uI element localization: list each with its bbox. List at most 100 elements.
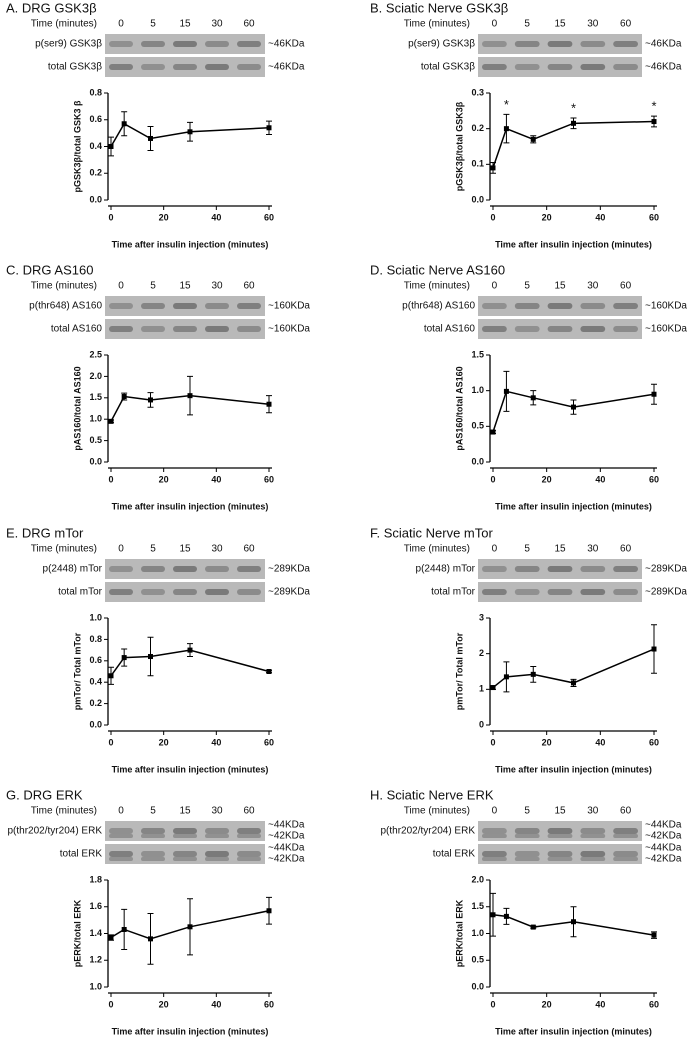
y-tick-label: 0.0 (89, 456, 102, 466)
lane-label: 60 (620, 544, 632, 555)
y-tick-label: 2 (479, 648, 484, 658)
panel-title: F. Sciatic Nerve mTor (370, 525, 493, 540)
blot-size-label: ~44KDa (645, 843, 682, 854)
blot-size-label: ~42KDa (268, 831, 305, 842)
lane-label: 60 (243, 544, 255, 555)
blot-row-label: total AS160 (424, 324, 476, 335)
x-tick-label: 60 (264, 474, 274, 484)
x-tick-label: 0 (108, 212, 113, 222)
data-point (571, 680, 576, 686)
y-tick-label: 2.5 (89, 349, 102, 359)
panel: G. DRG ERK Time (minutes) 0 5 15 30 60 p(thr202… (6, 787, 305, 1036)
panel-title: C. DRG AS160 (6, 262, 93, 277)
blot-band (237, 326, 261, 332)
blot-band (109, 828, 133, 834)
blot-band (141, 834, 165, 838)
x-tick-label: 20 (159, 474, 169, 484)
lane-label: 30 (211, 544, 223, 555)
blot-band (482, 303, 507, 309)
blot-band (547, 828, 573, 834)
y-tick-label: 0.0 (89, 194, 102, 204)
lane-label: 0 (118, 806, 124, 817)
blot-size-label: ~289KDa (268, 587, 310, 598)
x-tick-label: 60 (649, 999, 659, 1009)
data-point (266, 125, 272, 131)
x-tick-label: 0 (490, 212, 495, 222)
lane-label: 5 (524, 544, 530, 555)
blot-size-label: ~44KDa (268, 843, 305, 854)
blot-row-label: total mTor (58, 587, 103, 598)
y-tick-label: 0 (479, 719, 484, 729)
x-axis-label: Time after insulin injection (minutes) (495, 239, 652, 249)
blot-size-label: ~42KDa (645, 831, 682, 842)
blot-band (547, 41, 573, 47)
y-tick-label: 0.0 (471, 981, 484, 991)
blot-row-label: p(thr202/tyr204) ERK (8, 826, 103, 837)
y-tick-label: 0.3 (471, 87, 484, 97)
x-axis-label: Time after insulin injection (minutes) (112, 501, 269, 511)
blot-band (205, 41, 229, 47)
lane-label: 0 (492, 281, 498, 292)
blot-band (109, 834, 133, 838)
blot-size-label: ~46KDa (645, 62, 682, 73)
blot-band (580, 566, 606, 572)
y-tick-label: 0.2 (89, 168, 102, 178)
data-point (651, 646, 657, 652)
blot-band (613, 566, 638, 572)
blot-band (109, 851, 133, 857)
blot-band (237, 851, 261, 857)
y-tick-label: 1.8 (89, 874, 102, 884)
lane-label: 15 (554, 281, 566, 292)
blot-band (482, 566, 507, 572)
blot-size-label: ~46KDa (268, 62, 305, 73)
lane-label: 15 (554, 806, 566, 817)
y-tick-label: 0.4 (89, 141, 102, 151)
blot-row-label: total GSK3β (421, 62, 475, 73)
y-axis-label: pAS160/total AS160 (454, 366, 464, 450)
blot-band (482, 857, 507, 861)
x-tick-label: 40 (211, 737, 221, 747)
x-tick-label: 40 (211, 999, 221, 1009)
blot-band (141, 64, 165, 70)
y-tick-label: 0.8 (89, 87, 102, 97)
blot-band (580, 41, 606, 47)
blot-band (547, 326, 573, 332)
y-tick-label: 3 (479, 612, 484, 622)
panel: F. Sciatic Nerve mTor Time (minutes) 0 5 15 3… (370, 525, 687, 774)
blot-row-label: total AS160 (51, 324, 103, 335)
blot-band (173, 589, 197, 595)
data-point (530, 395, 536, 401)
lane-label: 0 (492, 544, 498, 555)
data-point (266, 401, 272, 407)
lane-label: 30 (587, 281, 599, 292)
blot-band (205, 857, 229, 861)
x-axis-label: Time after insulin injection (minutes) (112, 1026, 269, 1036)
y-tick-label: 1.4 (89, 928, 102, 938)
blot-band (109, 589, 133, 595)
blot-size-label: ~289KDa (645, 564, 687, 575)
data-point (571, 919, 576, 925)
x-tick-label: 20 (159, 212, 169, 222)
blot-band (141, 566, 165, 572)
blot-band (547, 834, 573, 838)
y-tick-label: 0.0 (471, 194, 484, 204)
blot-band (205, 326, 229, 332)
blot-band (482, 64, 507, 70)
blot-band (173, 834, 197, 838)
blot-band (514, 303, 540, 309)
blot-band (141, 828, 165, 834)
blot-band (109, 64, 133, 70)
blot-band (237, 857, 261, 861)
panel: E. DRG mTor Time (minutes) 0 5 15 30 60 p(2448)… (6, 525, 310, 774)
y-axis-label: pERK/total ERK (454, 899, 464, 967)
y-tick-label: 0.1 (471, 159, 484, 169)
panel-title: H. Sciatic Nerve ERK (370, 787, 494, 802)
lane-label: 5 (150, 806, 156, 817)
blot-band (580, 326, 606, 332)
y-tick-label: 1.0 (89, 981, 102, 991)
x-tick-label: 20 (542, 737, 552, 747)
data-point (530, 924, 536, 930)
blot-band (580, 303, 606, 309)
blot-band (237, 589, 261, 595)
blot-row-label: p(thr648) AS160 (402, 301, 475, 312)
